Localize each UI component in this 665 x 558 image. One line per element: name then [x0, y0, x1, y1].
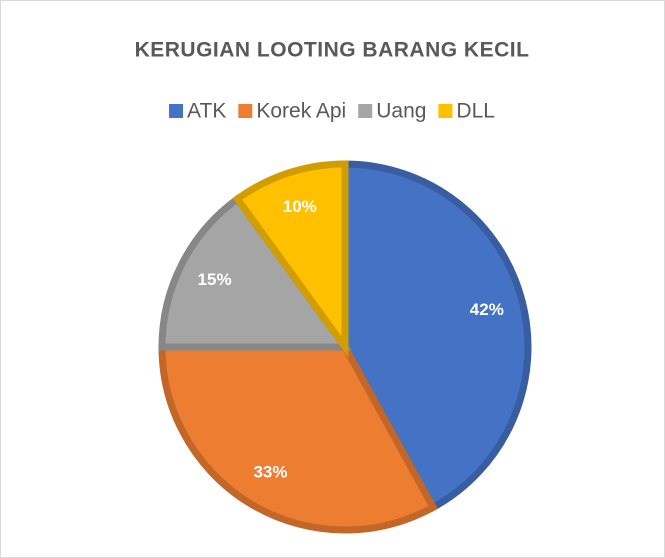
- legend-swatch: [238, 104, 253, 118]
- pie-slice: [158, 194, 352, 351]
- legend-swatch: [169, 104, 184, 118]
- legend: ATK Korek Api Uang DLL: [169, 100, 495, 123]
- legend-swatch: [438, 104, 453, 118]
- pie-slice: [232, 160, 349, 358]
- slice-label: 33%: [253, 462, 287, 481]
- slice-label: 42%: [470, 300, 504, 319]
- legend-text: ATK: [187, 100, 226, 123]
- legend-text: Uang: [376, 100, 426, 123]
- slice-label: 10%: [283, 197, 317, 216]
- pie-slice: [341, 160, 532, 513]
- legend-text: Korek Api: [256, 100, 346, 123]
- legend-text: DLL: [456, 100, 495, 123]
- slice-label: 15%: [198, 270, 232, 289]
- legend-swatch: [358, 104, 373, 118]
- pie-slice: [158, 343, 438, 534]
- chart-title: KERUGIAN LOOTING BARANG KECIL: [135, 39, 530, 62]
